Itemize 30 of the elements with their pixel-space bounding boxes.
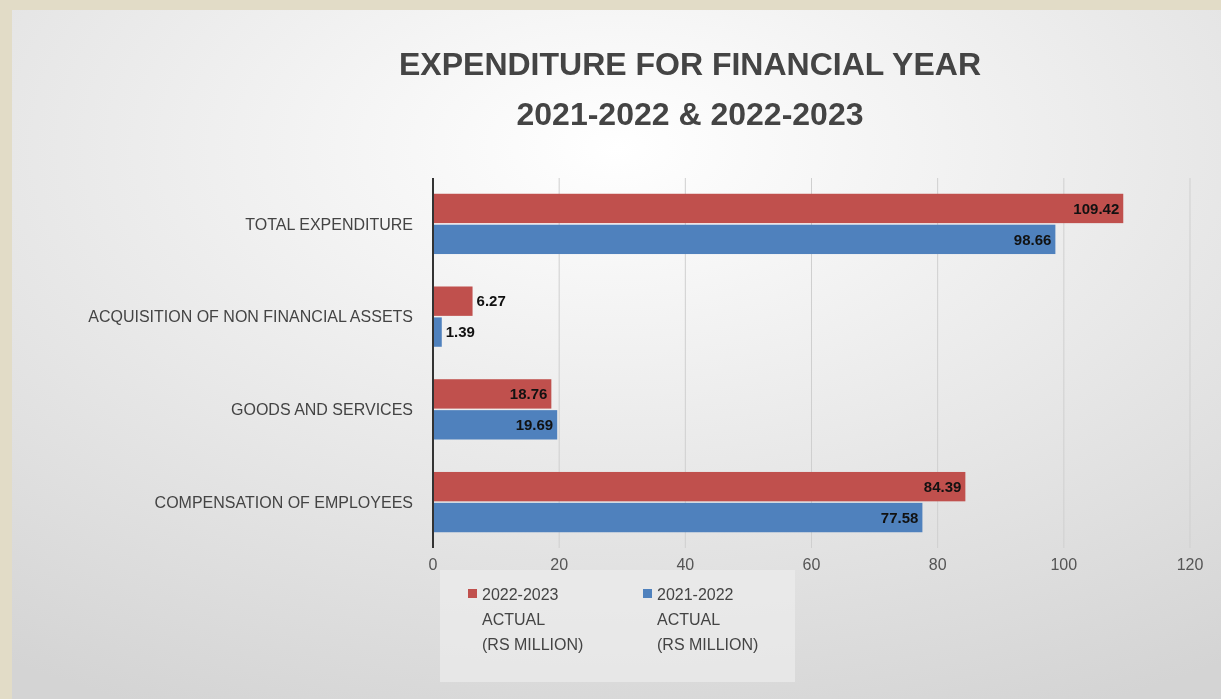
data-label: 98.66 — [1013, 230, 1052, 248]
bar — [433, 471, 966, 502]
x-tick-label: 0 — [428, 555, 438, 573]
bar — [433, 224, 1056, 255]
bar — [433, 502, 923, 533]
data-label: 77.58 — [880, 508, 919, 526]
y-tick-label: COMPENSATION OF EMPLOYEES — [154, 493, 413, 511]
x-tick-label: 80 — [928, 555, 947, 573]
x-tick-label: 100 — [1050, 555, 1078, 573]
bar — [433, 410, 558, 440]
data-label: 18.76 — [509, 385, 548, 403]
chart-title: EXPENDITURE FOR FINANCIAL YEAR 2021-2022 & 2022-2023 — [399, 46, 981, 132]
legend-label: 2021-2022 ACTUAL (RS MILLION) — [657, 585, 759, 653]
x-tick-label: 120 — [1176, 555, 1204, 573]
bar — [433, 193, 1124, 224]
bar — [433, 379, 552, 409]
x-tick-label: 60 — [802, 555, 821, 573]
y-tick-label: ACQUISITION OF NON FINANCIAL ASSETS — [88, 308, 413, 326]
data-label: 19.69 — [515, 416, 554, 434]
x-tick-label: 20 — [550, 555, 569, 573]
data-label: 109.42 — [1073, 199, 1120, 217]
y-tick-label: TOTAL EXPENDITURE — [245, 215, 413, 233]
bar — [433, 286, 473, 316]
x-tick-label: 40 — [676, 555, 695, 573]
data-label: 84.39 — [923, 477, 962, 495]
y-tick-label: GOODS AND SERVICES — [231, 400, 413, 418]
data-label: 1.39 — [445, 323, 475, 341]
legend-label: 2022-2023 ACTUAL (RS MILLION) — [482, 585, 584, 653]
bar — [433, 317, 442, 347]
data-label: 6.27 — [476, 292, 506, 310]
